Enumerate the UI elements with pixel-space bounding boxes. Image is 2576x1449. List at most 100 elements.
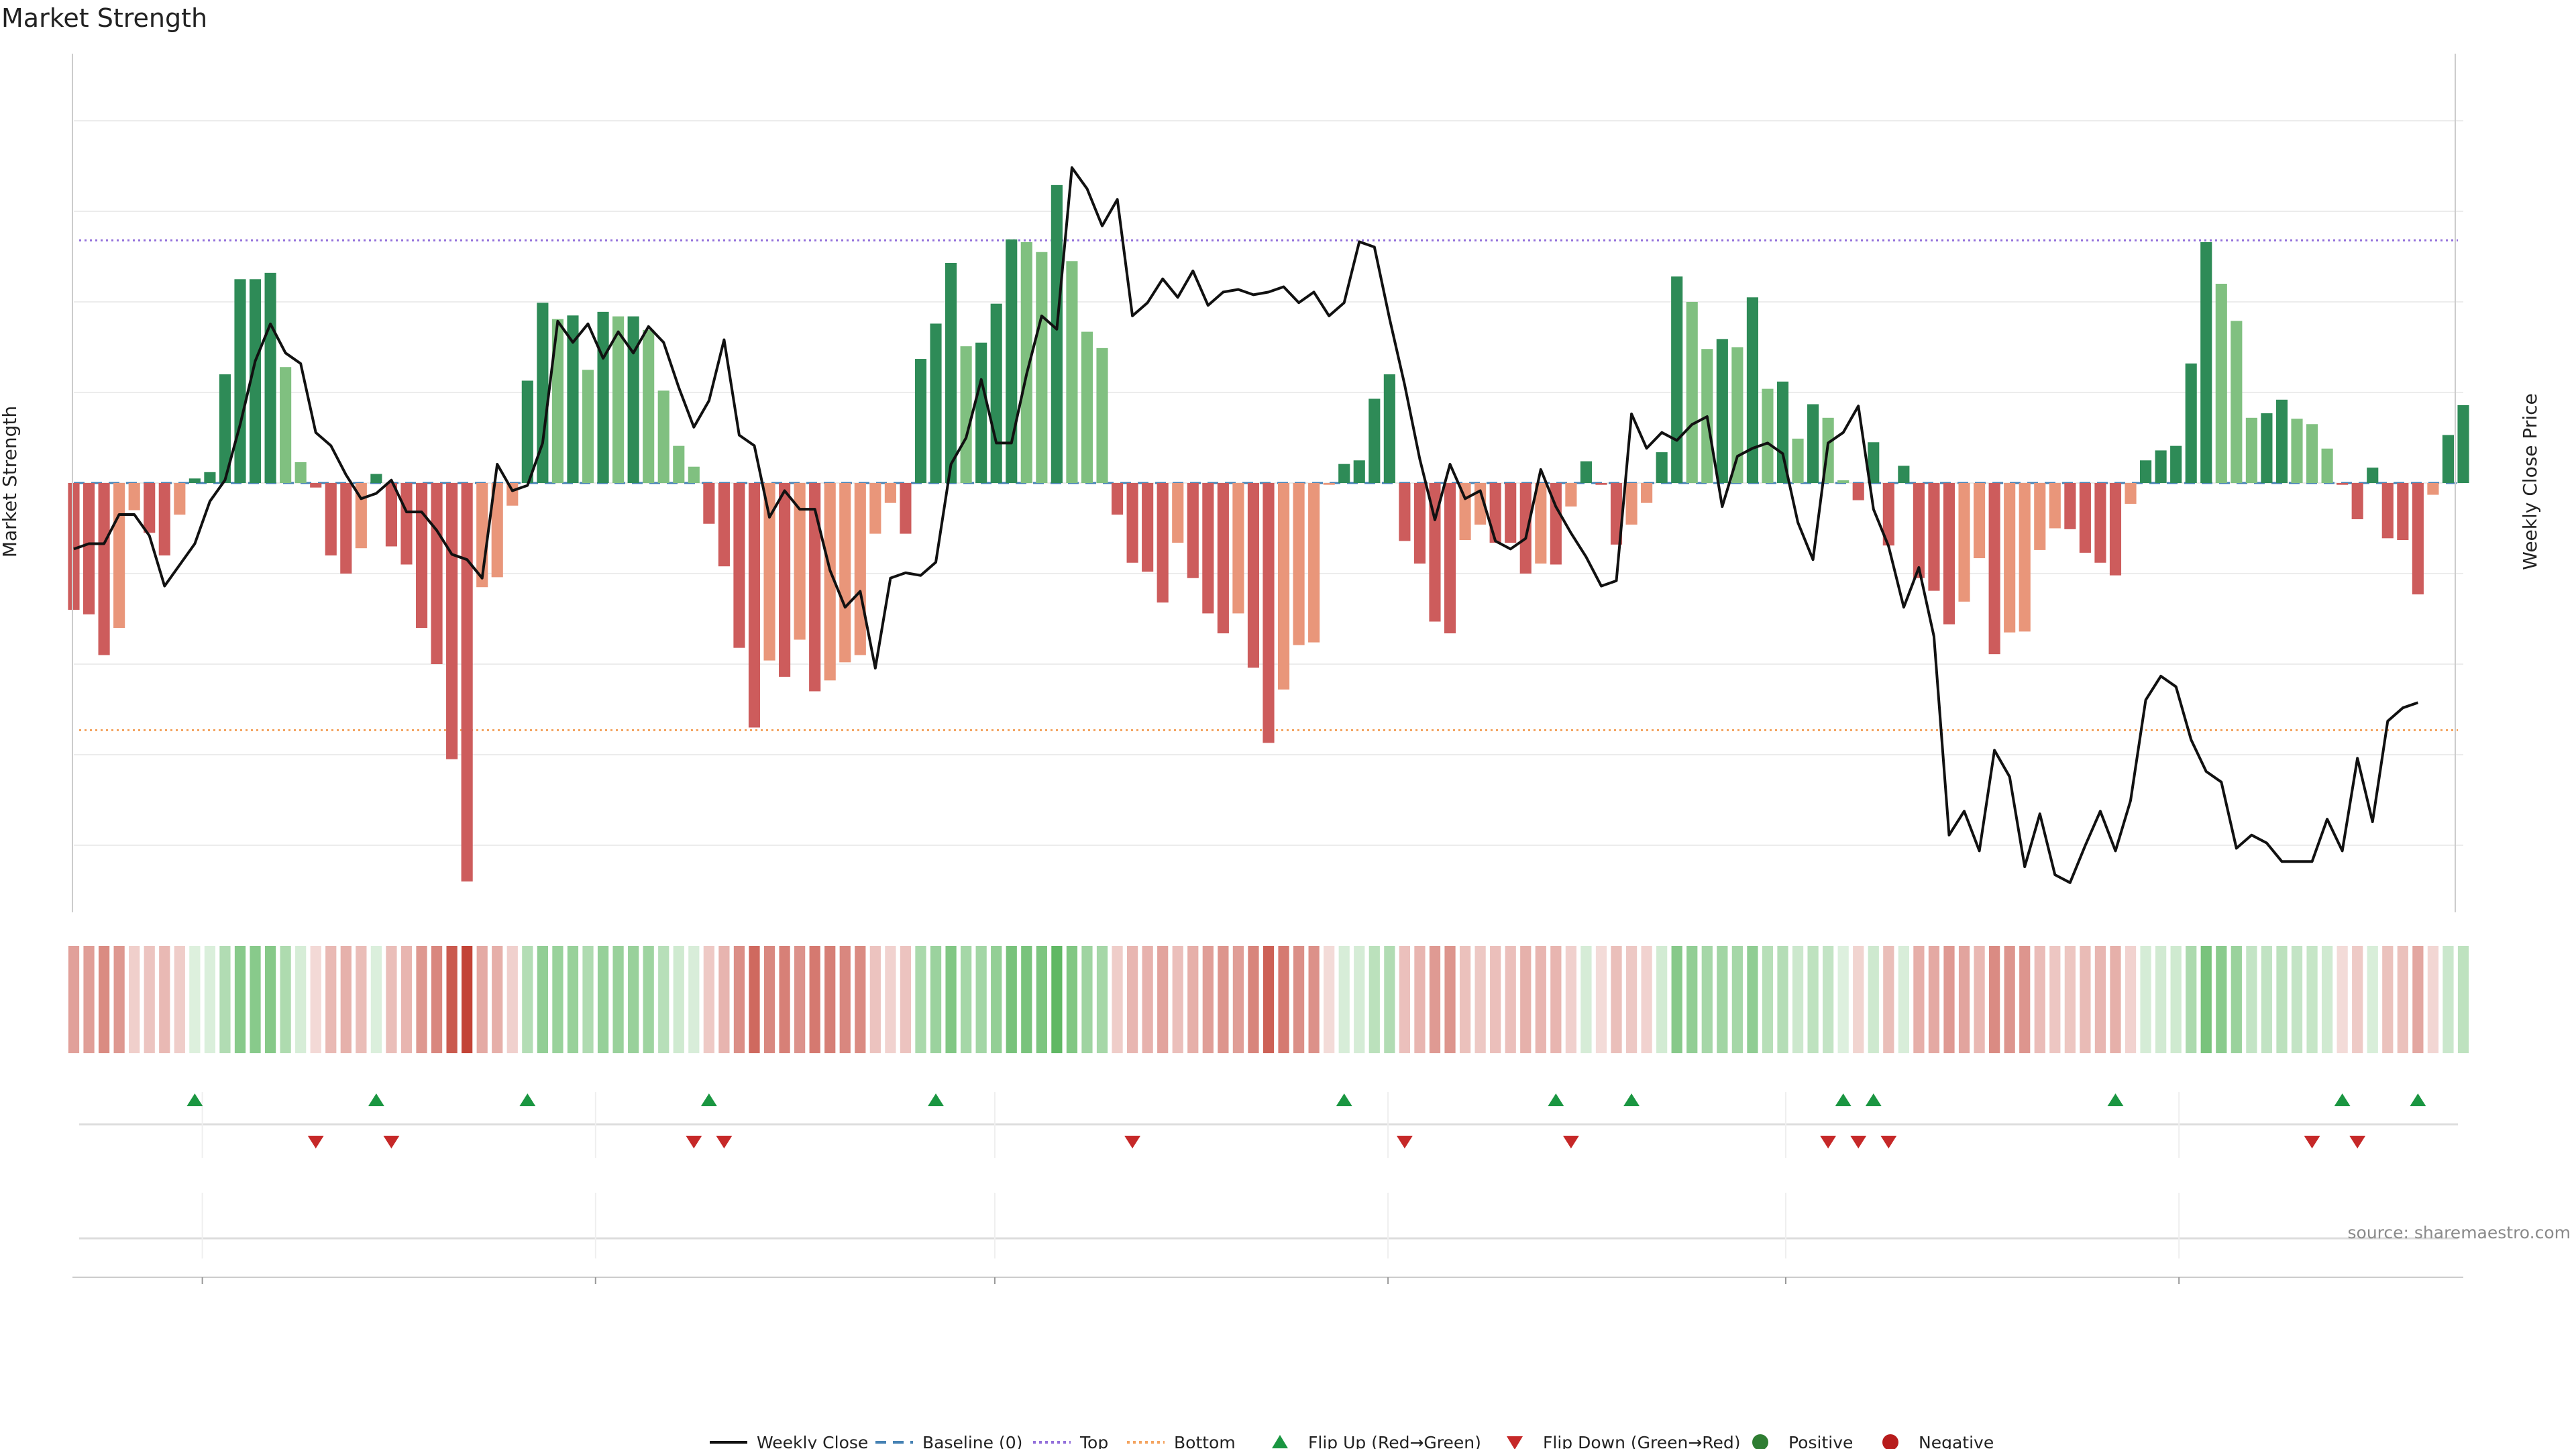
heat-cell <box>264 946 276 1053</box>
strength-bar <box>2351 483 2363 519</box>
heat-cell <box>492 946 503 1053</box>
heat-cell <box>855 946 866 1053</box>
heat-cell <box>83 946 95 1053</box>
strength-bar <box>657 390 669 483</box>
strength-bar <box>914 359 927 483</box>
heat-cell <box>552 946 564 1053</box>
heat-cell <box>1399 946 1411 1053</box>
flip-up-marker <box>928 1093 945 1106</box>
strength-bar <box>280 367 292 483</box>
strength-bar <box>1277 483 1290 690</box>
strength-bar <box>2261 413 2273 483</box>
strength-bar <box>975 342 987 483</box>
heat-cell <box>1958 946 1970 1053</box>
strength-bar <box>385 483 397 547</box>
heat-cell <box>2049 946 2061 1053</box>
strength-bar <box>945 262 957 483</box>
heat-cell <box>1172 946 1183 1053</box>
strength-bar <box>567 315 579 483</box>
heat-cell <box>2261 946 2273 1053</box>
strength-bar <box>1096 347 1108 483</box>
strength-bar <box>1489 483 1501 543</box>
heat-cell <box>1731 946 1743 1053</box>
heat-cell <box>2125 946 2137 1053</box>
heat-cell <box>340 946 352 1053</box>
heat-cell <box>1218 946 1229 1053</box>
heat-cell <box>869 946 881 1053</box>
heat-cell <box>2034 946 2045 1053</box>
strength-bar <box>1202 483 1214 614</box>
strength-bar <box>2427 483 2439 495</box>
strength-bar <box>2275 399 2288 483</box>
heat-cell <box>159 946 170 1053</box>
heat-cell <box>2443 946 2454 1053</box>
heat-cell <box>779 946 790 1053</box>
strength-bar <box>1247 483 1260 668</box>
strength-bar <box>1232 483 1244 614</box>
heat-cell <box>2140 946 2151 1053</box>
legend: Weekly Close Baseline (0) Top Bottom Flip Up… <box>710 1433 1994 1449</box>
weekly-close-line <box>73 166 2419 884</box>
strength-bar <box>2034 483 2046 550</box>
heat-cell <box>2200 946 2212 1053</box>
heat-cell <box>2004 946 2015 1053</box>
strength-bar <box>1595 483 1607 485</box>
strength-bar <box>400 483 413 565</box>
strength-bar <box>1126 483 1138 563</box>
heat-cell <box>476 946 488 1053</box>
flip-up-marker <box>368 1093 384 1106</box>
strength-bar <box>174 483 186 515</box>
strength-bar <box>2215 284 2227 483</box>
heat-cell <box>2170 946 2182 1053</box>
heat-cell <box>930 946 942 1053</box>
heat-cell <box>1550 946 1562 1053</box>
strength-bar <box>1550 483 1562 565</box>
flip-up-marker <box>2107 1093 2124 1106</box>
heat-cell <box>416 946 427 1053</box>
heat-cell <box>2382 946 2394 1053</box>
strength-bar <box>1988 483 2000 655</box>
flip-down-marker <box>2304 1136 2320 1148</box>
heat-cell <box>356 946 367 1053</box>
strength-bar <box>1762 388 1774 483</box>
strength-bar <box>506 483 519 506</box>
strength-bar <box>128 483 140 511</box>
heat-cell <box>915 946 926 1053</box>
legend-label: Flip Down (Green→Red) <box>1543 1433 1741 1449</box>
strength-bar <box>1746 297 1758 483</box>
legend-label: Flip Up (Red→Green) <box>1308 1433 1481 1449</box>
strength-bar <box>1020 241 1032 483</box>
flip-up-marker <box>2334 1093 2351 1106</box>
heat-cell <box>1762 946 1774 1053</box>
heat-cell <box>1792 946 1804 1053</box>
strength-bar <box>431 483 443 664</box>
heat-cell <box>2216 946 2227 1053</box>
heat-cell <box>1006 946 1017 1053</box>
y-axis-label: Market Strength <box>0 406 21 557</box>
strength-bar <box>582 370 594 483</box>
flip-up-marker <box>700 1093 717 1106</box>
heat-cell <box>1384 946 1395 1053</box>
heat-cell <box>945 946 957 1053</box>
strength-bar <box>204 472 216 483</box>
heat-cell <box>1444 946 1456 1053</box>
heat-cell <box>1368 946 1380 1053</box>
strength-bar <box>249 279 262 483</box>
heat-cell <box>2412 946 2424 1053</box>
strength-bar <box>2049 483 2061 529</box>
heat-cell <box>1943 946 1955 1053</box>
strength-bar <box>688 466 700 483</box>
strength-bar <box>521 380 533 483</box>
heat-cell <box>582 946 594 1053</box>
heat-cell <box>506 946 518 1053</box>
strength-bar <box>763 483 775 661</box>
strength-bar <box>1656 452 1668 483</box>
strength-bar <box>1308 483 1320 643</box>
heat-cell <box>2427 946 2439 1053</box>
strength-bar <box>1187 483 1199 578</box>
flip-down-marker <box>1124 1136 1141 1148</box>
heat-cell <box>2246 946 2257 1053</box>
heat-cell <box>794 946 806 1053</box>
strength-bar <box>83 483 95 614</box>
heat-cell <box>839 946 851 1053</box>
